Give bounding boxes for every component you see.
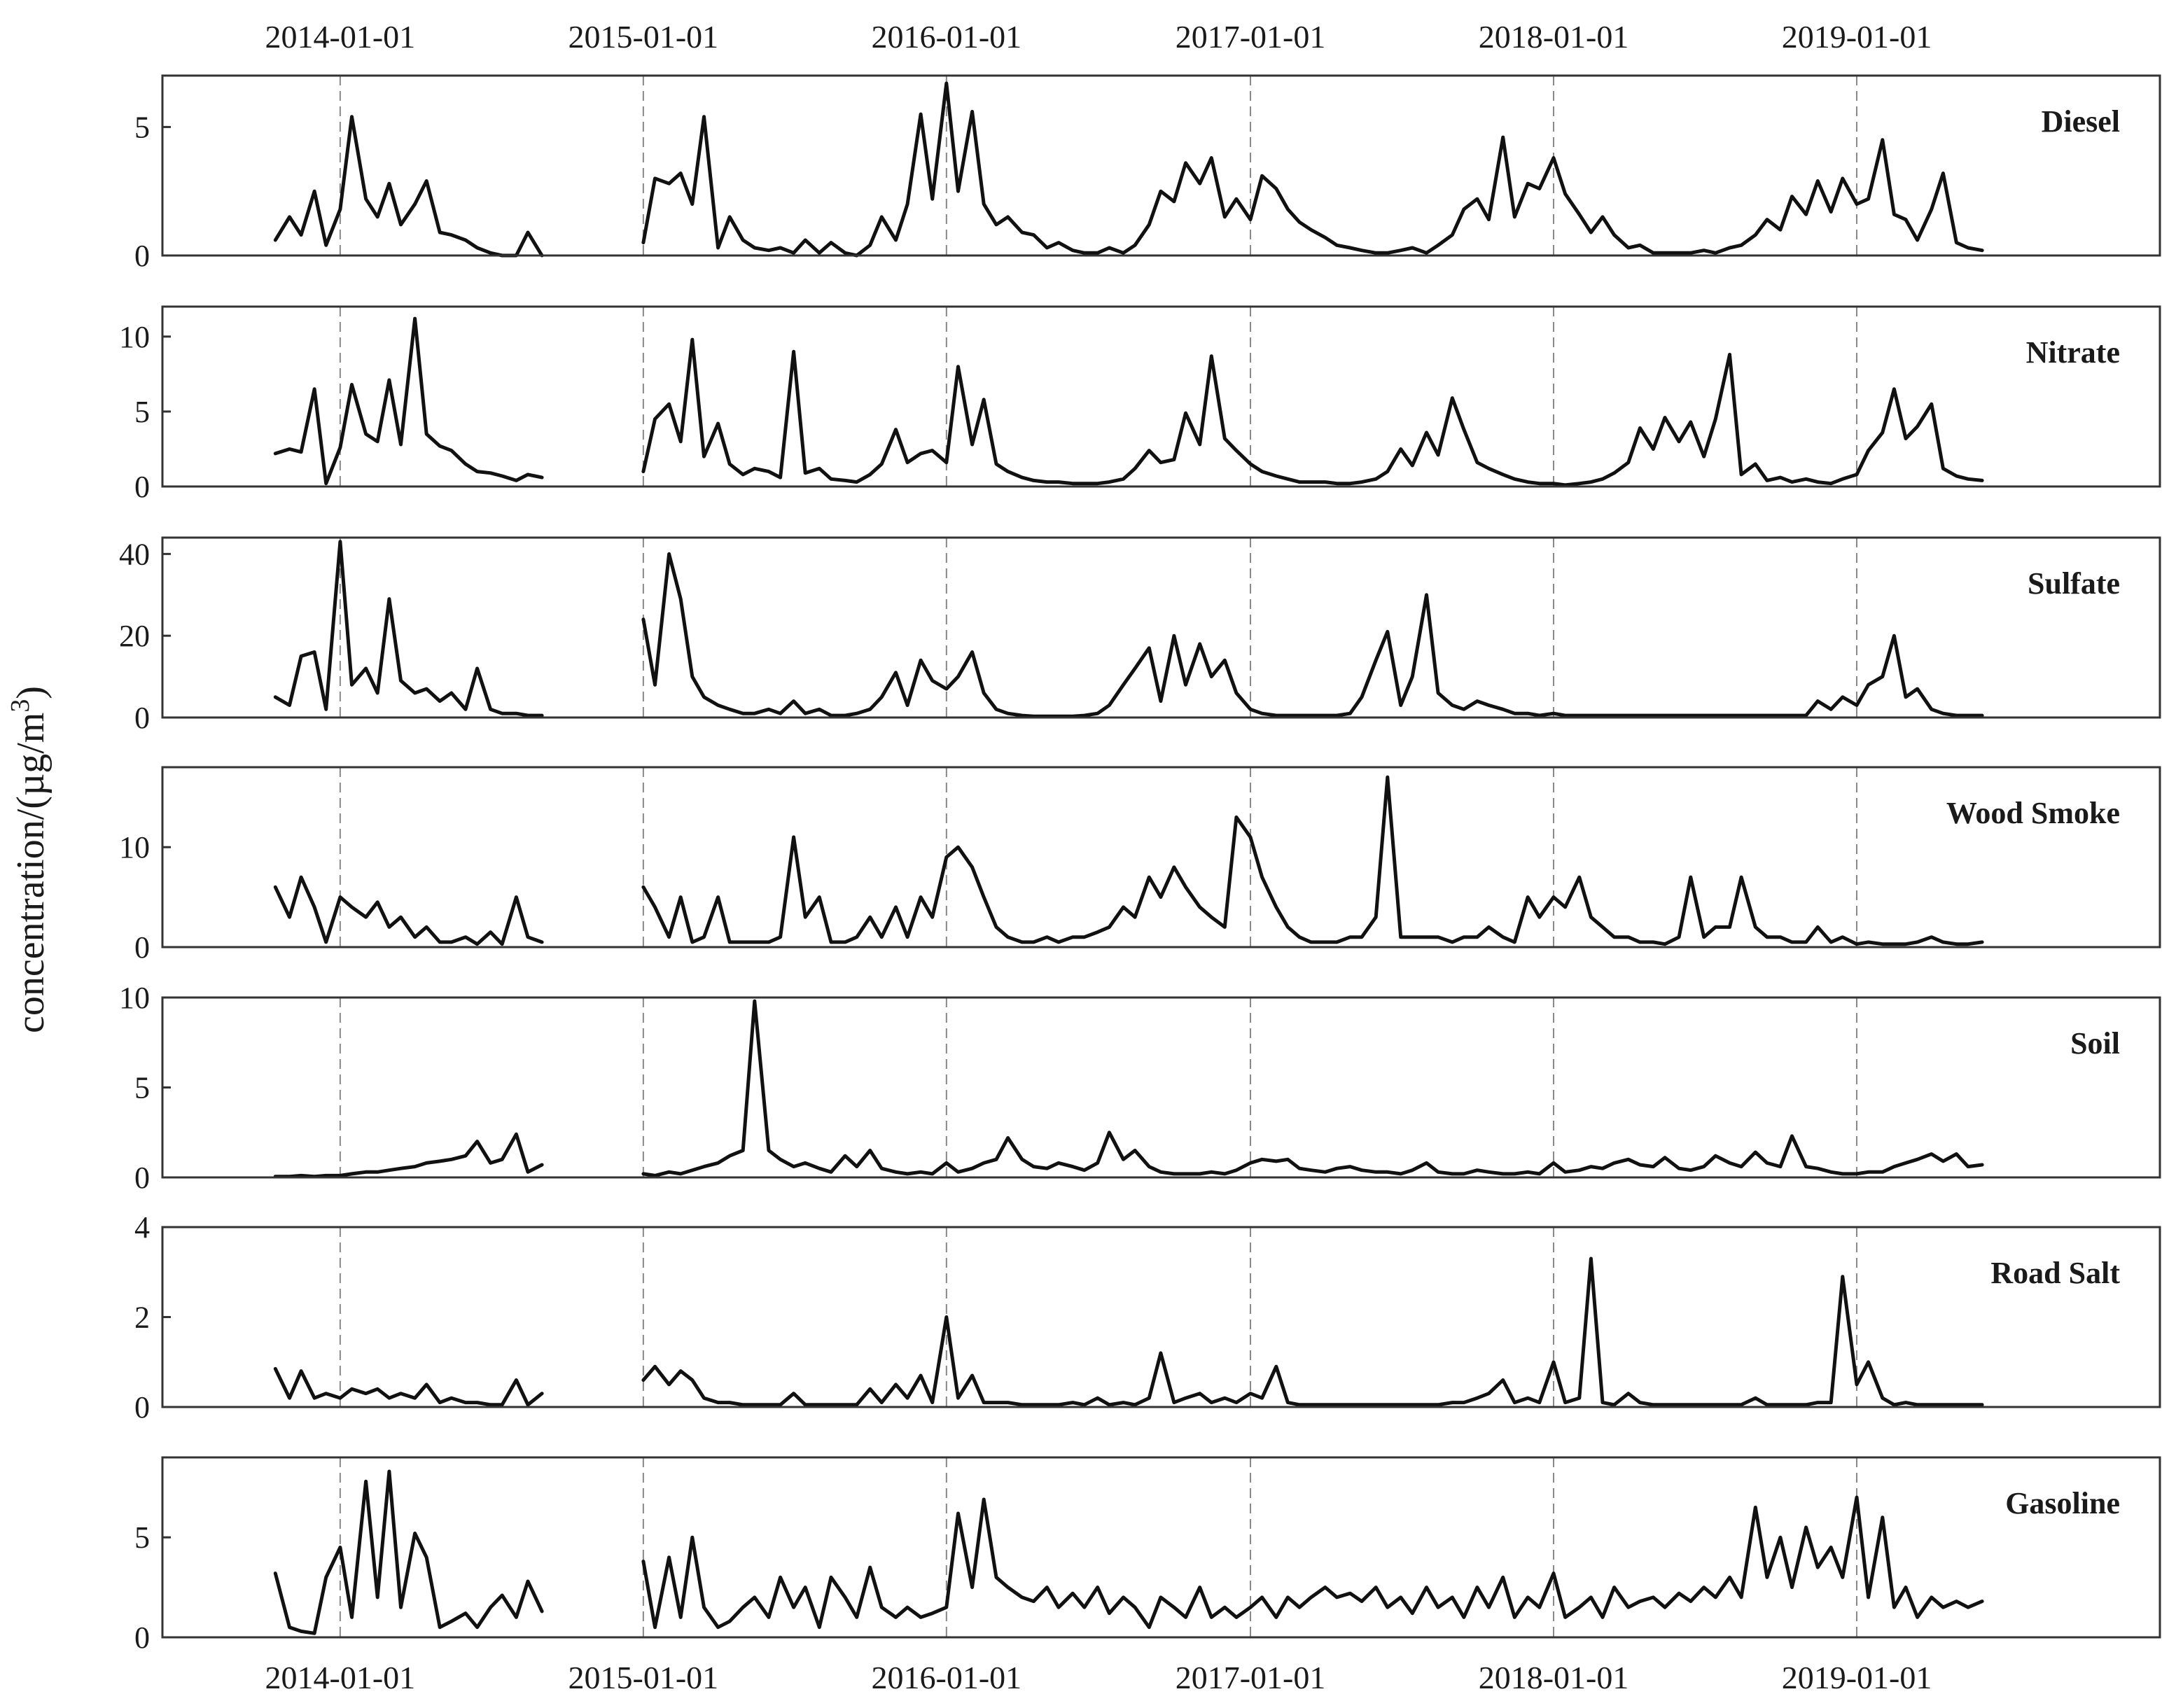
diesel-series-line xyxy=(273,115,544,258)
panel-label: Nitrate xyxy=(2026,335,2120,370)
bottom-date-tick-label: 2019-01-01 xyxy=(1782,1660,1932,1695)
panel-label: Gasoline xyxy=(2005,1486,2120,1520)
panel-label: Diesel xyxy=(2042,104,2120,139)
top-date-axis: 2014-01-01 2015-01-01 2016-01-01 2017-01-01… xyxy=(265,19,1932,55)
y-tick-label: 10 xyxy=(119,830,150,864)
soil-series-line xyxy=(641,999,1984,1177)
panel-soil: 0 5 10 Soil xyxy=(119,981,2161,1195)
soil-series-line xyxy=(273,1132,544,1179)
y-tick-label: 10 xyxy=(119,981,150,1015)
top-date-tick-label: 2015-01-01 xyxy=(569,19,719,55)
y-tick-label: 5 xyxy=(134,110,150,144)
wood-smoke-series-line xyxy=(273,875,544,946)
nitrate-series-line xyxy=(273,316,544,486)
panel-frame xyxy=(161,1226,2161,1408)
top-date-tick-label: 2016-01-01 xyxy=(872,19,1022,55)
y-tick-label: 5 xyxy=(134,1520,150,1555)
road-salt-series-line xyxy=(273,1366,544,1407)
panel-frame xyxy=(161,996,2161,1179)
panel-sulfate: 0 20 40 Sulfate xyxy=(119,536,2161,735)
y-tick-label: 5 xyxy=(134,395,150,429)
wood-smoke-series-line xyxy=(641,775,1984,946)
y-tick-label: 0 xyxy=(134,701,150,735)
y-axis-label: concentration/(µg/m3) xyxy=(6,686,53,1033)
y-tick-label: 5 xyxy=(134,1071,150,1105)
y-tick-label: 2 xyxy=(134,1301,150,1335)
panel-nitrate: 0 5 10 Nitrate xyxy=(119,305,2161,504)
y-tick-label: 0 xyxy=(134,930,150,965)
panel-diesel: 0 5 Diesel xyxy=(134,74,2161,273)
top-date-tick-label: 2014-01-01 xyxy=(265,19,416,55)
panel-frame xyxy=(161,1456,2161,1639)
y-tick-label: 0 xyxy=(134,1390,150,1424)
bottom-date-tick-label: 2015-01-01 xyxy=(569,1660,719,1695)
panel-road-salt: 0 2 4 Road Salt xyxy=(134,1210,2161,1424)
panel-frame xyxy=(161,305,2161,488)
panel-frame xyxy=(161,766,2161,948)
panel-frame xyxy=(161,536,2161,719)
panel-label: Sulfate xyxy=(2028,566,2120,601)
panel-label: Wood Smoke xyxy=(1946,796,2120,830)
bottom-date-axis: 2014-01-01 2015-01-01 2016-01-01 2017-01-01… xyxy=(265,1660,1932,1695)
y-tick-label: 0 xyxy=(134,1620,150,1655)
y-tick-label: 0 xyxy=(134,470,150,504)
gasoline-series-line xyxy=(641,1495,1984,1630)
nitrate-series-line xyxy=(641,337,1984,487)
bottom-date-tick-label: 2016-01-01 xyxy=(872,1660,1022,1695)
panel-label: Soil xyxy=(2070,1026,2120,1060)
top-date-tick-label: 2017-01-01 xyxy=(1176,19,1326,55)
y-tick-label: 0 xyxy=(134,1161,150,1195)
y-tick-label: 10 xyxy=(119,320,150,354)
bottom-date-tick-label: 2017-01-01 xyxy=(1176,1660,1326,1695)
y-tick-label: 4 xyxy=(134,1210,150,1245)
bottom-date-tick-label: 2014-01-01 xyxy=(265,1660,416,1695)
y-tick-label: 0 xyxy=(134,239,150,273)
panel-gasoline: 0 5 Gasoline xyxy=(134,1456,2161,1655)
diesel-series-line xyxy=(641,81,1984,258)
sulfate-series-line xyxy=(273,540,544,718)
bottom-date-tick-label: 2018-01-01 xyxy=(1479,1660,1629,1695)
sulfate-series-line xyxy=(641,552,1984,718)
road-salt-series-line xyxy=(641,1256,1984,1407)
top-date-tick-label: 2018-01-01 xyxy=(1479,19,1629,55)
top-date-tick-label: 2019-01-01 xyxy=(1782,19,1932,55)
gasoline-series-line xyxy=(273,1469,544,1635)
panel-wood-smoke: 0 10 Wood Smoke xyxy=(119,766,2161,965)
y-tick-label: 40 xyxy=(119,537,150,571)
y-tick-label: 20 xyxy=(119,619,150,653)
panel-label: Road Salt xyxy=(1990,1256,2120,1290)
panel-frame xyxy=(161,74,2161,257)
